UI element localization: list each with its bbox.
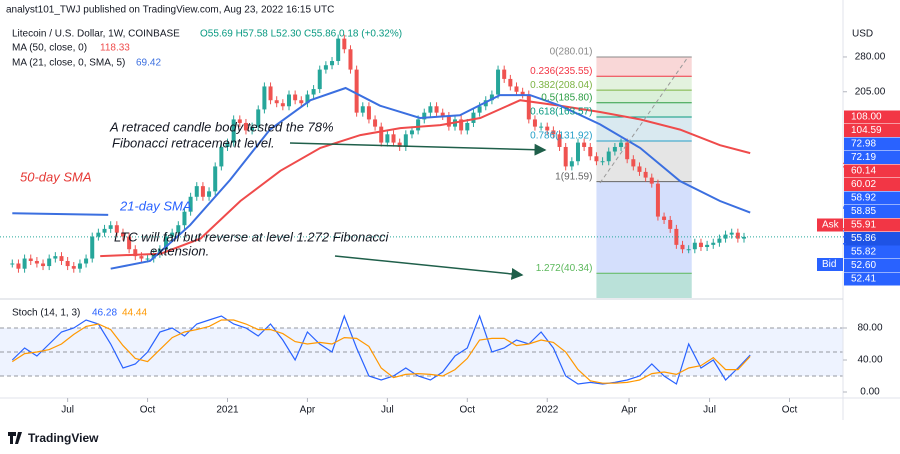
fib-zone <box>596 90 692 103</box>
ma50-label: MA (50, close, 0) <box>12 43 87 54</box>
fib-label: 0.786(131.92) <box>530 131 592 142</box>
annotation: extension. <box>150 243 209 258</box>
annotation: A retraced candle body tested the 78% <box>109 119 334 134</box>
price-tag <box>844 272 900 286</box>
x-tick-label: Jul <box>381 405 394 416</box>
x-tick-label: Oct <box>782 405 798 416</box>
fib-label: 1.272(40.34) <box>536 263 593 274</box>
price-tag <box>844 205 900 218</box>
annotation: LTC will fall but reverse at level 1.272… <box>114 229 389 244</box>
price-tag-label: 60.02 <box>851 179 876 190</box>
price-tag-label: 55.86 <box>851 233 876 244</box>
stoch-value: 44.44 <box>122 308 147 319</box>
ma50-value: 118.33 <box>100 43 130 54</box>
fib-label: 0.236(235.55) <box>530 66 592 77</box>
ma21-value: 69.42 <box>136 58 161 69</box>
brand: TradingView <box>28 431 99 445</box>
price-tag <box>844 110 900 124</box>
stoch-line <box>11 314 751 385</box>
ohlc: O55.69 H57.58 L52.30 C55.86 0.18 (+0.32%… <box>200 29 402 40</box>
x-tick-label: 2021 <box>216 405 239 416</box>
price-tag <box>844 218 900 232</box>
price-tag <box>844 232 900 245</box>
price-tag-label: 72.98 <box>851 139 876 150</box>
stoch-value: 46.28 <box>92 308 117 319</box>
y-tick-label: 280.00 <box>855 52 886 63</box>
fib-zone <box>596 273 692 298</box>
price-tag-label: 52.41 <box>851 274 876 285</box>
price-tag <box>844 124 900 137</box>
stoch-title: Stoch (14, 1, 3) <box>12 308 80 319</box>
arrow <box>334 255 524 280</box>
price-tag-label: 60.14 <box>851 166 876 177</box>
price-tag-label: 72.19 <box>851 152 876 163</box>
x-tick-label: Jul <box>703 405 716 416</box>
fib-zone <box>596 102 692 117</box>
price-tag-label: 55.82 <box>851 247 876 258</box>
currency: USD <box>852 29 873 40</box>
price-tag <box>844 191 900 205</box>
price-tag <box>844 178 900 191</box>
symbol: Litecoin / U.S. Dollar, 1W, COINBASE <box>12 29 180 40</box>
y-tick-label: 80.00 <box>857 323 882 334</box>
price-tag <box>844 259 900 272</box>
price-tag-label: 55.91 <box>851 220 876 231</box>
price-tag-label: 58.92 <box>851 193 876 204</box>
x-tick-label: Jul <box>61 405 74 416</box>
moving-average <box>12 86 751 270</box>
fib-label: 0.5(185.80) <box>541 92 592 103</box>
fib-label: 0.382(208.04) <box>530 80 592 91</box>
y-tick-label: 0.00 <box>860 387 880 398</box>
moving-average <box>100 99 751 258</box>
x-tick-label: Apr <box>300 405 316 416</box>
fib-trend-line <box>599 56 689 184</box>
stoch-line <box>11 319 751 384</box>
annotation: 21-day SMA <box>119 198 192 213</box>
ask-box <box>817 218 843 232</box>
fib-zone <box>596 76 692 91</box>
price-tag-label: 104.59 <box>851 125 882 136</box>
y-tick-label: 40.00 <box>857 355 882 366</box>
bid-label: Bid <box>822 259 836 270</box>
price-tag <box>844 151 900 164</box>
fib-label: 0(280.01) <box>550 47 593 58</box>
chart-layers <box>0 34 843 385</box>
fib-zone <box>596 56 692 77</box>
price-tag <box>844 245 900 259</box>
price-tag-label: 58.85 <box>851 206 876 217</box>
logo <box>8 432 22 444</box>
annotation: 50-day SMA <box>20 169 92 184</box>
y-tick-label: 205.00 <box>855 86 886 97</box>
ma21-label: MA (21, close, 0, SMA, 5) <box>12 58 125 69</box>
fib-label: 0.618(163.57) <box>530 107 592 118</box>
bid-box <box>817 258 843 271</box>
fib-zone <box>596 181 692 274</box>
fib-label: 1(91.59) <box>555 171 592 182</box>
annotation: Fibonacci retracement level. <box>112 135 275 150</box>
x-tick-label: Apr <box>621 405 637 416</box>
price-tag <box>844 164 900 178</box>
price-tag <box>844 137 900 151</box>
x-tick-label: Oct <box>140 405 156 416</box>
x-tick-label: Oct <box>460 405 476 416</box>
arrow <box>289 142 547 156</box>
ask-label: Ask <box>822 220 840 231</box>
x-tick-label: 2022 <box>536 405 559 416</box>
price-tag-label: 52.60 <box>851 260 876 271</box>
price-tag-label: 108.00 <box>851 112 882 123</box>
publisher: analyst101_TWJ published on TradingView.… <box>6 5 334 16</box>
